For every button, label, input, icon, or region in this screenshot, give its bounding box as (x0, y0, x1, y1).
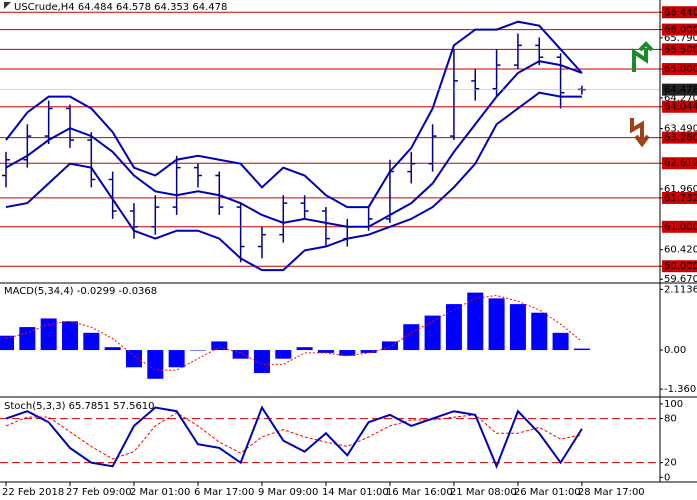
y-tick-label: 20 (664, 458, 677, 469)
y-tick-label: 2.1136 (664, 284, 697, 295)
macd-bar (317, 350, 334, 353)
macd-bar (488, 298, 505, 351)
series-line (5, 91, 582, 272)
y-tick-label: 65.790 (664, 33, 697, 44)
macd-bar (296, 347, 313, 351)
y-label-box (662, 191, 697, 204)
macd-bar (253, 350, 270, 374)
y-label-box (662, 100, 697, 113)
y-tick-label: 61.960 (664, 184, 697, 195)
x-tick-label: 14 Mar 01:00 (322, 487, 389, 498)
series-line (5, 20, 583, 209)
y-tick-label: 63.260 (664, 133, 697, 144)
current-price-label: 64.478 (664, 85, 697, 96)
y-tick-label: 64.044 (664, 102, 697, 113)
y-tick-label: 80 (664, 414, 677, 425)
y-tick-label: 64.270 (664, 93, 697, 104)
y-tick-label: 59.670 (664, 274, 697, 285)
y-tick-label: 60.000 (664, 261, 697, 272)
macd-title: MACD(5,34,4) -0.0299 -0.0368 (4, 286, 157, 297)
x-tick-label: 21 Mar 08:00 (450, 487, 517, 498)
x-tick-label: 28 Mar 17:00 (578, 487, 645, 498)
x-tick-label: 6 Mar 17:00 (194, 487, 254, 498)
stoch-title: Stoch(5,3,3) 65.7851 57.5610 (4, 401, 155, 412)
y-label-box (662, 220, 697, 233)
macd-bar (531, 312, 548, 351)
macd-bar (360, 350, 377, 353)
y-label-box (662, 6, 697, 19)
macd-bar (168, 350, 185, 368)
y-label-box (662, 23, 697, 36)
y-tick-label: 65.500 (664, 44, 697, 55)
y-label-box (662, 131, 697, 144)
macd-bar (552, 332, 569, 351)
y-label-box (662, 260, 697, 273)
macd-bar (0, 335, 14, 351)
x-tick-label: 27 Feb 09:00 (66, 487, 132, 498)
y-tick-label: 60.420 (664, 245, 697, 256)
x-tick-label: 16 Mar 16:00 (386, 487, 453, 498)
series-line (5, 405, 583, 469)
x-tick-label: 22 Feb 2018 (2, 487, 64, 498)
y-tick-label: 63.490 (664, 124, 697, 135)
y-tick-label: 0.00 (664, 345, 686, 356)
macd-bar (125, 350, 142, 368)
macd-bar (275, 350, 292, 359)
x-tick-label: 2 Mar 01:00 (130, 487, 190, 498)
plot-area (0, 11, 660, 469)
y-tick-label: 66.440 (664, 7, 697, 18)
macd-bar (189, 350, 206, 351)
macd-bar (445, 304, 462, 351)
series-line (5, 60, 583, 228)
macd-bar (424, 315, 441, 351)
macd-bar (509, 304, 526, 351)
y-tick-label: -1.3608 (664, 384, 697, 395)
title-marker (4, 2, 11, 9)
down-arrow (630, 118, 650, 148)
y-tick-label: 100 (664, 399, 683, 410)
macd-bar (573, 348, 590, 351)
macd-bar (211, 341, 228, 351)
up-arrow (632, 41, 654, 72)
series-line (5, 294, 583, 371)
y-tick-label: 66.000 (664, 25, 697, 36)
macd-bar (467, 292, 484, 351)
y-tick-label: 0 (664, 472, 670, 483)
y-tick-label: 62.612 (664, 158, 697, 169)
series-line (5, 412, 583, 460)
macd-bar (381, 341, 398, 351)
macd-bar (339, 350, 356, 356)
macd-bar (83, 332, 100, 351)
y-label-box (662, 43, 697, 56)
y-tick-label: 61.732 (664, 193, 697, 204)
macd-bar (40, 318, 57, 351)
y-tick-label: 65.000 (664, 64, 697, 75)
macd-bar (19, 327, 36, 351)
macd-bar (147, 350, 164, 379)
macd-bar (232, 350, 249, 359)
x-tick-label: 9 Mar 09:00 (258, 487, 318, 498)
macd-bar (61, 321, 78, 351)
y-tick-label: 61.000 (664, 222, 697, 233)
chart-title: USCrude,H4 64.484 64.578 64.353 64.478 (14, 2, 227, 13)
y-label-box (662, 157, 697, 170)
x-tick-label: 26 Mar 01:00 (514, 487, 581, 498)
macd-bar (104, 347, 121, 351)
y-label-box (662, 63, 697, 76)
current-price-box (662, 83, 697, 96)
